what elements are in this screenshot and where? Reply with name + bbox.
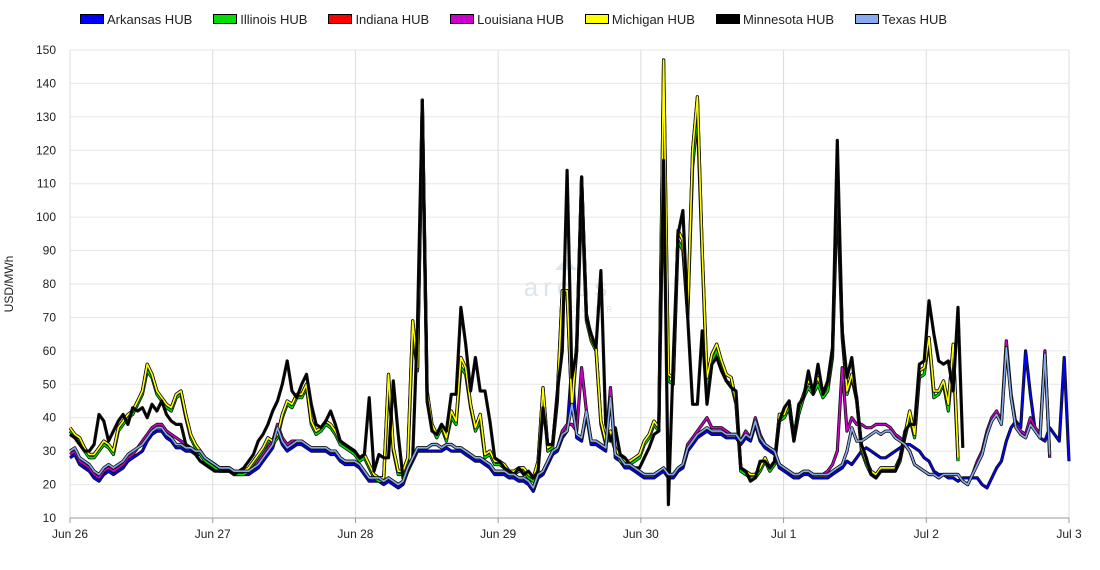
legend-swatch <box>855 14 880 24</box>
series-line[interactable] <box>69 346 1051 489</box>
legend-swatch <box>213 14 238 24</box>
y-tick-label: 50 <box>43 377 57 391</box>
legend-swatch <box>584 14 609 24</box>
y-tick-label: 150 <box>36 43 56 57</box>
series-line-outline <box>68 58 960 480</box>
legend-item[interactable]: Minnesota HUB <box>715 11 835 27</box>
y-tick-label: 80 <box>43 277 57 291</box>
y-tick-label: 70 <box>43 310 57 324</box>
x-tick-label: Jul 3 <box>1056 527 1082 541</box>
chart-legend: Arkansas HUB Illinois HUB Indiana HUB Louis… <box>80 10 968 28</box>
series-line-outline <box>68 58 960 480</box>
y-tick-label: 110 <box>37 177 56 191</box>
legend-swatch <box>328 14 353 24</box>
y-tick-label: 90 <box>43 244 57 258</box>
x-tick-label: Jun 28 <box>337 527 373 541</box>
legend-label: Indiana HUB <box>355 11 430 27</box>
legend-label: Arkansas HUB <box>107 11 193 27</box>
y-tick-label: 20 <box>43 478 57 492</box>
legend-item[interactable]: Texas HUB <box>855 12 947 27</box>
series-line[interactable] <box>69 79 959 483</box>
legend-swatch <box>80 14 104 24</box>
series-lines <box>68 58 1071 507</box>
legend-label: Minnesota HUB <box>742 11 835 27</box>
axes: 10 20 30 40 50 60 70 80 90 100 110 120 130 140 150 Jun … <box>2 43 1082 541</box>
x-tick-label: Jul 2 <box>914 527 940 541</box>
y-tick-label: 120 <box>36 143 56 157</box>
x-tick-label: Jun 29 <box>480 527 516 541</box>
series-line[interactable] <box>69 59 959 479</box>
legend-swatch <box>715 14 740 24</box>
legend-item[interactable]: Michigan HUB <box>584 11 695 27</box>
y-tick-label: 130 <box>36 110 56 124</box>
legend-item[interactable]: Arkansas HUB <box>80 12 192 27</box>
legend-label: Illinois HUB <box>240 11 308 27</box>
legend-item[interactable]: Illinois HUB <box>213 12 307 27</box>
series-line[interactable] <box>69 59 959 479</box>
legend-swatch <box>450 14 475 24</box>
y-tick-label: 100 <box>36 210 56 224</box>
legend-item[interactable]: Indiana HUB <box>328 12 429 27</box>
series-line[interactable] <box>69 99 964 506</box>
x-tick-label: Jun 26 <box>52 527 88 541</box>
legend-label: Texas HUB <box>882 11 948 27</box>
y-tick-label: 140 <box>36 76 56 90</box>
x-tick-label: Jun 30 <box>623 527 659 541</box>
legend-item[interactable]: Louisiana HUB <box>450 12 564 27</box>
y-tick-label: 10 <box>43 511 57 525</box>
x-tick-label: Jul 1 <box>771 527 797 541</box>
y-tick-label: 40 <box>43 411 57 425</box>
series-line-outline <box>69 98 965 507</box>
y-axis-title: USD/MWh <box>2 256 16 313</box>
y-tick-label: 60 <box>43 344 57 358</box>
legend-label: Michigan HUB <box>611 11 695 27</box>
x-tick-label: Jun 27 <box>195 527 231 541</box>
y-tick-label: 30 <box>43 444 57 458</box>
series-line-outline <box>68 78 960 483</box>
legend-label: Louisiana HUB <box>477 11 564 27</box>
